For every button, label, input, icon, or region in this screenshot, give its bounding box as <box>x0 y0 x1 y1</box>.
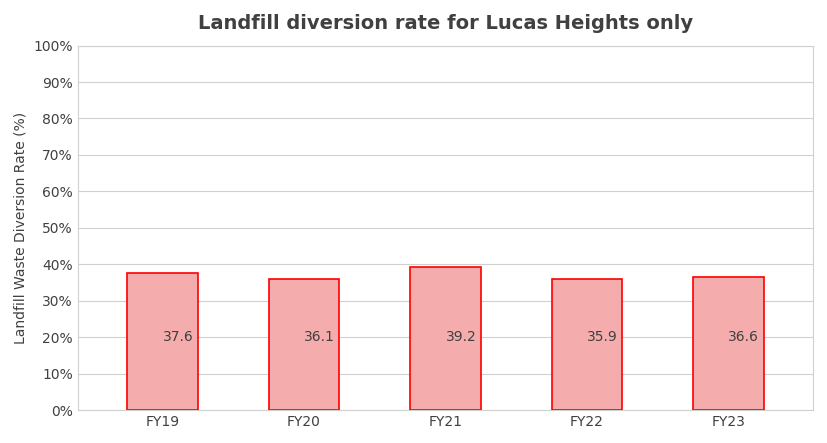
Bar <box>693 277 763 410</box>
Text: 36.1: 36.1 <box>304 330 335 344</box>
Text: 37.6: 37.6 <box>163 330 194 344</box>
Bar <box>552 280 622 410</box>
Text: 35.9: 35.9 <box>587 330 618 344</box>
Bar <box>269 279 339 410</box>
Text: 39.2: 39.2 <box>446 330 476 344</box>
Title: Landfill diversion rate for Lucas Heights only: Landfill diversion rate for Lucas Height… <box>198 14 693 33</box>
Bar <box>127 273 198 410</box>
Y-axis label: Landfill Waste Diversion Rate (%): Landfill Waste Diversion Rate (%) <box>14 112 28 344</box>
Bar <box>410 267 480 410</box>
Text: 36.6: 36.6 <box>729 330 759 344</box>
